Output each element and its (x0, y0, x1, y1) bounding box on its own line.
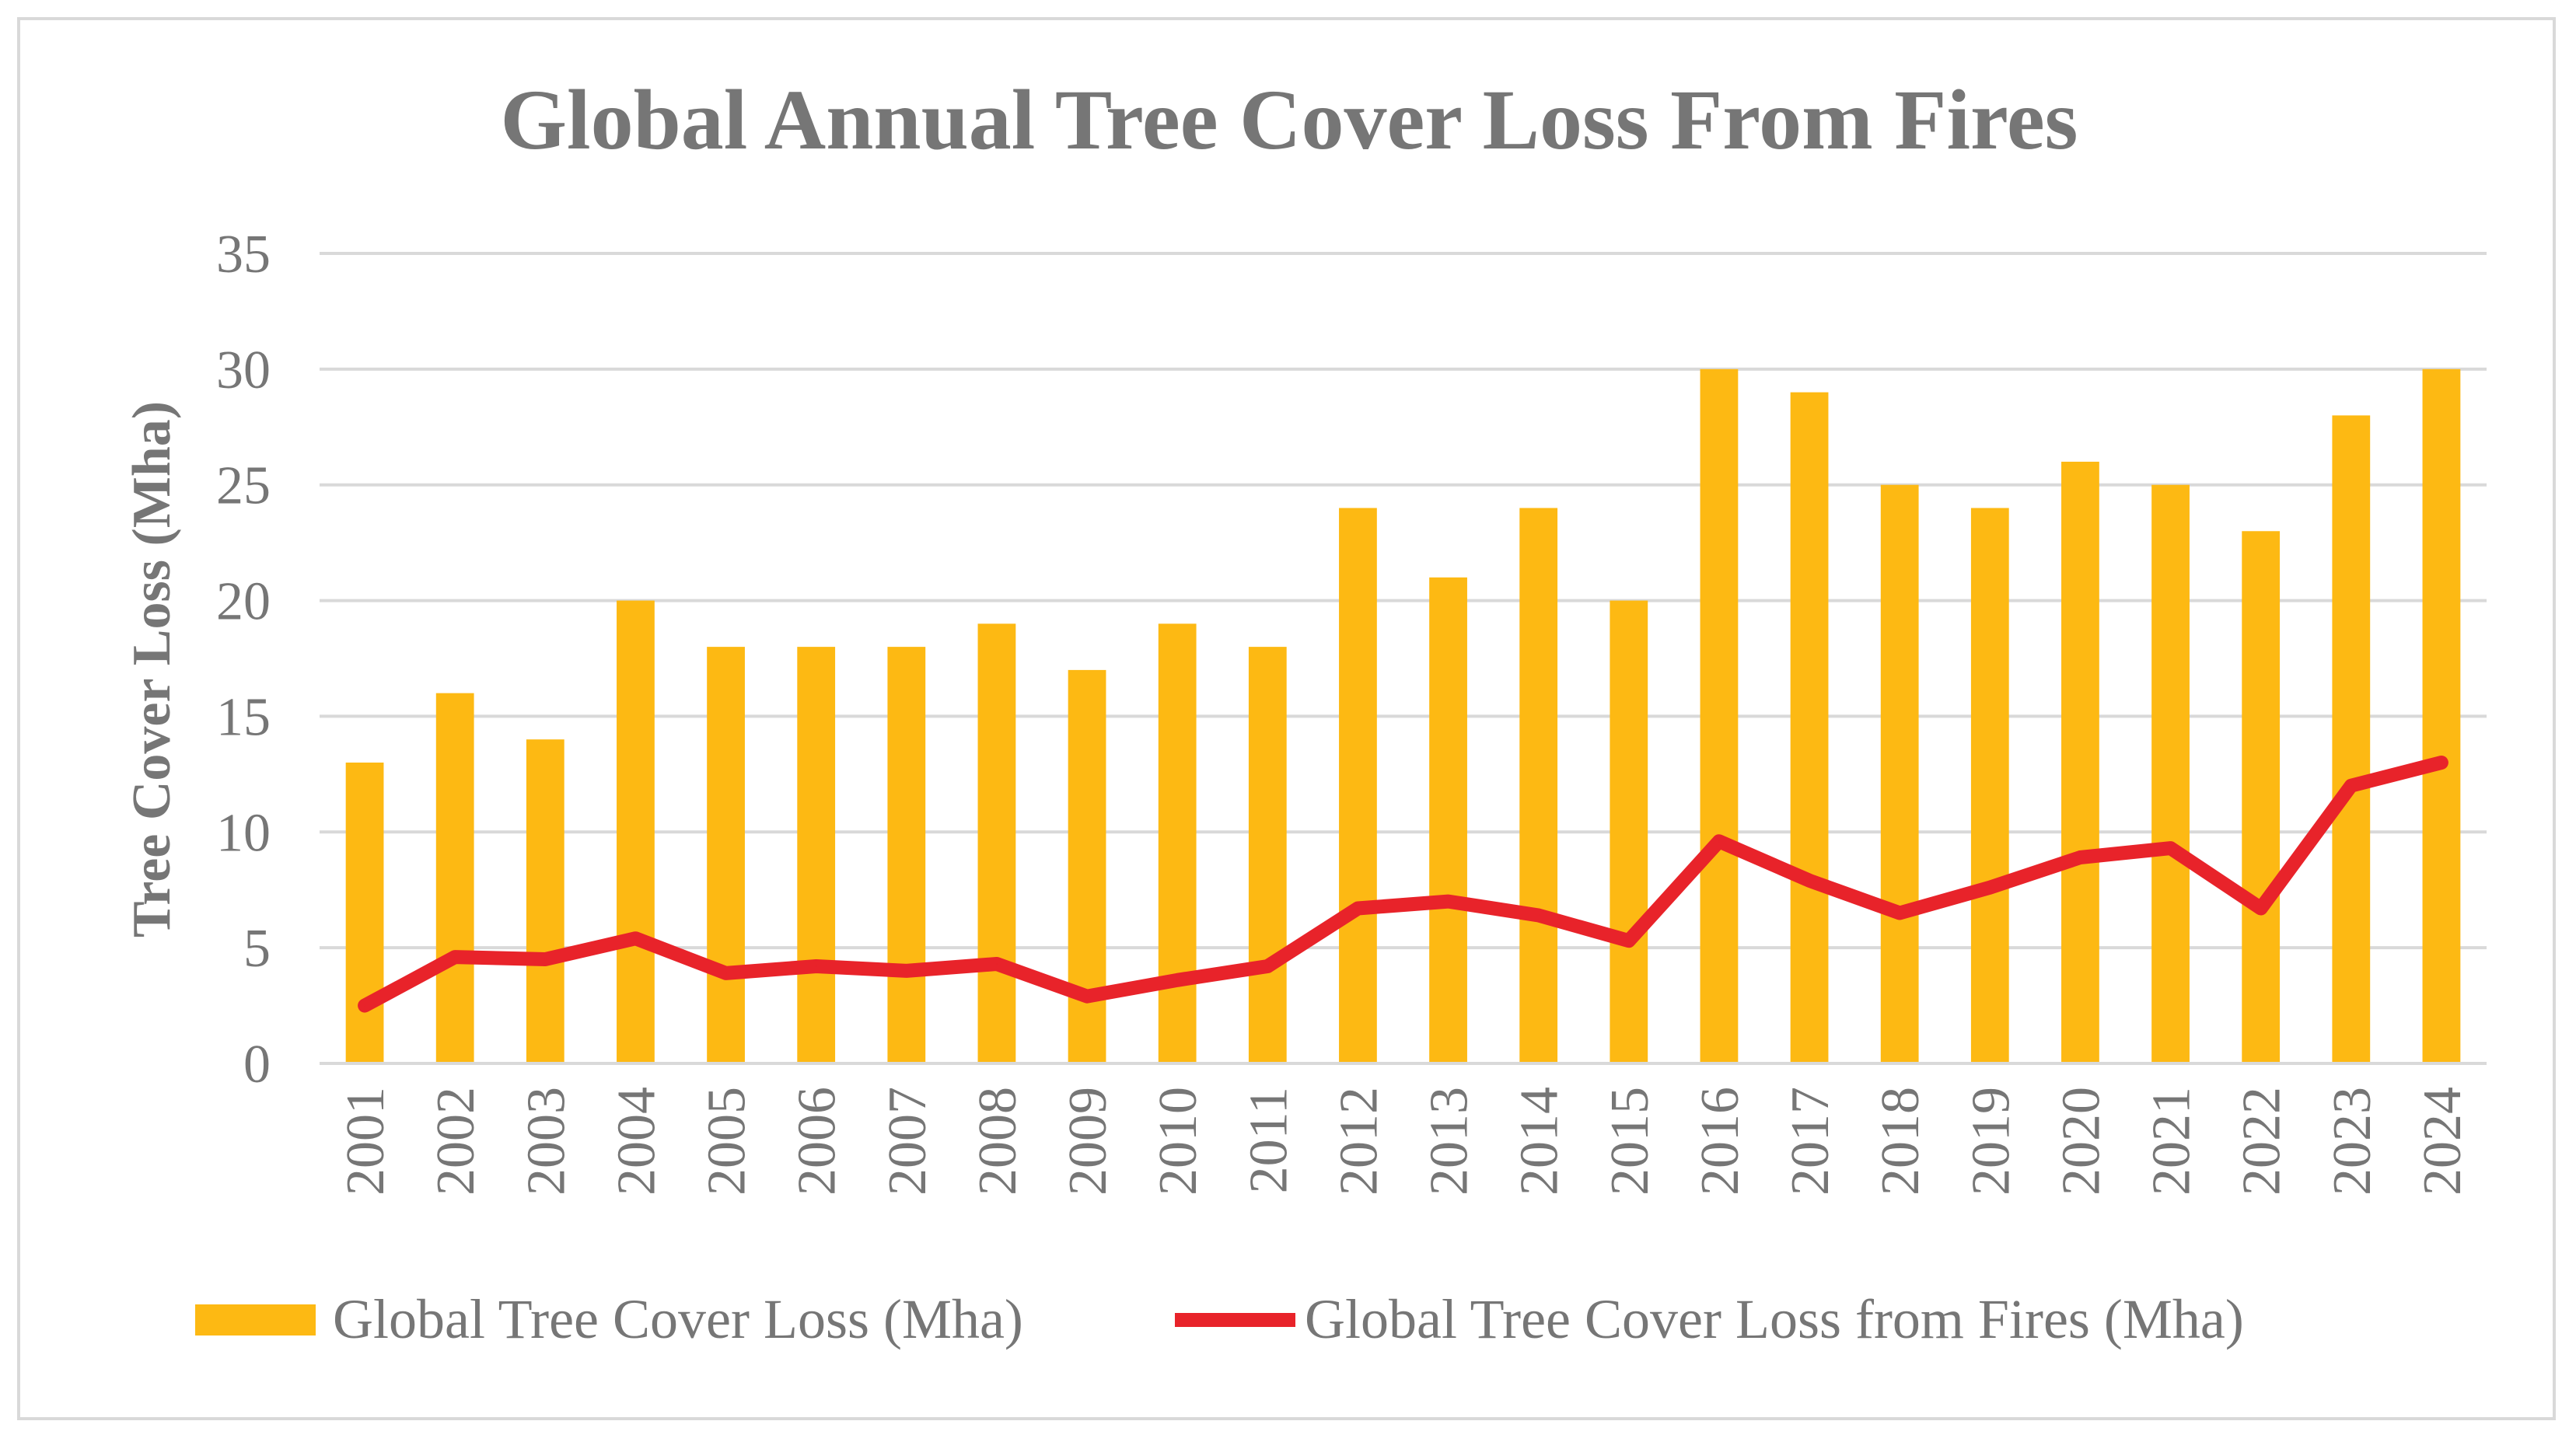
x-tick-label: 2007 (878, 1087, 938, 1196)
line-point (815, 965, 817, 967)
line-point (364, 1004, 366, 1007)
x-tick-label: 2012 (1329, 1087, 1389, 1196)
bar (1068, 669, 1106, 1063)
x-tick-label: 2016 (1690, 1087, 1750, 1196)
line-point (1176, 979, 1179, 981)
bar (2061, 461, 2099, 1063)
series-line (358, 756, 2448, 1013)
bar (617, 600, 655, 1063)
bar (2422, 368, 2461, 1063)
bar (2151, 484, 2190, 1063)
bar (1880, 484, 1919, 1063)
x-tick-label: 2008 (968, 1087, 1028, 1196)
y-axis-ticks: 0 5 10 15 20 25 30 35 (216, 225, 271, 1095)
x-tick-label: 2013 (1420, 1087, 1480, 1196)
bar-series (345, 368, 2461, 1064)
y-tick-label: 15 (216, 687, 271, 747)
y-tick-label: 20 (216, 572, 271, 632)
x-tick-label: 2022 (2232, 1087, 2292, 1196)
y-tick-label: 25 (216, 456, 271, 516)
line-point (1989, 886, 1991, 889)
line-series (358, 756, 2448, 1013)
bar (2242, 531, 2281, 1063)
line-point (1447, 900, 1449, 903)
x-tick-label: 2009 (1058, 1087, 1118, 1196)
line-point (2169, 847, 2172, 850)
line-point (2079, 857, 2081, 859)
bar (1519, 508, 1558, 1063)
y-tick-label: 30 (216, 340, 271, 400)
bar (1339, 508, 1377, 1063)
line-point (1899, 912, 1901, 914)
x-tick-label: 2001 (336, 1087, 396, 1196)
x-tick-label: 2017 (1781, 1087, 1840, 1196)
line-point (454, 956, 456, 958)
x-tick-label: 2003 (516, 1087, 576, 1196)
bar (1429, 577, 1467, 1063)
x-tick-label: 2023 (2323, 1087, 2382, 1196)
bar (345, 762, 384, 1063)
bar (977, 623, 1016, 1063)
line-point (1718, 840, 1720, 843)
line-point (725, 972, 727, 974)
x-tick-label: 2005 (697, 1087, 757, 1196)
x-tick-label: 2010 (1148, 1087, 1208, 1196)
x-tick-label: 2019 (1961, 1087, 2021, 1196)
x-tick-label: 2015 (1600, 1087, 1660, 1196)
gridlines (320, 252, 2487, 950)
line-point (995, 962, 998, 965)
bar (435, 693, 474, 1063)
line-point (1627, 940, 1630, 942)
line-point (2260, 907, 2262, 910)
x-tick-label: 2011 (1239, 1087, 1298, 1193)
y-tick-label: 35 (216, 225, 271, 285)
bar (887, 647, 926, 1063)
line-point (905, 969, 907, 972)
line-point (544, 958, 547, 961)
legend: Global Tree Cover Loss (Mha) Global Tree… (195, 1288, 2244, 1350)
y-tick-label: 0 (243, 1035, 271, 1095)
bar (526, 739, 564, 1063)
x-tick-label: 2006 (788, 1087, 848, 1196)
legend-label-bar: Global Tree Cover Loss (Mha) (333, 1288, 1023, 1350)
chart-frame: Global Annual Tree Cover Loss From Fires… (17, 17, 2556, 1420)
bar (1158, 623, 1197, 1063)
line-point (2440, 761, 2442, 763)
bar (797, 647, 836, 1063)
x-tick-label: 2024 (2413, 1087, 2473, 1196)
line-point (1267, 965, 1269, 967)
bar (1970, 508, 2009, 1063)
x-tick-label: 2014 (1510, 1087, 1570, 1196)
line-point (2350, 784, 2352, 787)
bar (1700, 368, 1739, 1063)
bar (1248, 647, 1287, 1063)
chart-title: Global Annual Tree Cover Loss From Fires (501, 72, 2078, 167)
chart-svg: Global Annual Tree Cover Loss From Fires… (122, 72, 2487, 1350)
y-axis-title: Tree Cover Loss (Mha) (122, 401, 182, 937)
y-tick-label: 10 (216, 803, 271, 863)
line-point (1809, 879, 1811, 882)
x-tick-label: 2021 (2142, 1087, 2202, 1196)
bar (2332, 415, 2371, 1063)
x-tick-label: 2004 (606, 1087, 666, 1196)
line-point (1537, 914, 1540, 917)
line-point (1357, 907, 1359, 910)
x-axis-ticks: 2001 2002 2003 2004 2005 2006 2007 2008 2009 2010… (336, 1087, 2473, 1196)
line-point (634, 937, 637, 940)
legend-swatch-bar (195, 1304, 316, 1336)
bar (1610, 600, 1648, 1063)
line-point (1086, 995, 1089, 997)
x-tick-label: 2020 (2051, 1087, 2111, 1196)
x-tick-label: 2002 (426, 1087, 486, 1196)
x-tick-label: 2018 (1871, 1087, 1931, 1196)
bar (1790, 392, 1829, 1064)
legend-label-line: Global Tree Cover Loss from Fires (Mha) (1305, 1288, 2244, 1350)
y-tick-label: 5 (243, 919, 271, 979)
bar (707, 647, 745, 1063)
